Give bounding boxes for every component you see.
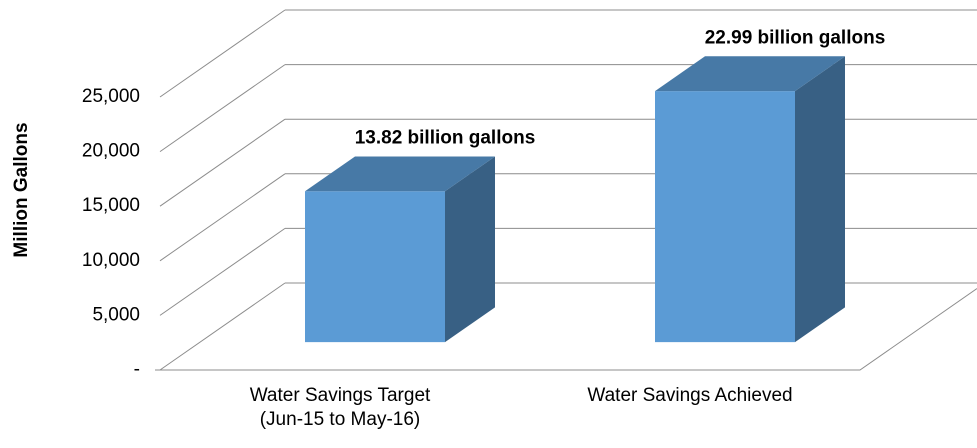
grid-line <box>159 282 286 371</box>
y-tick-label: 20,000 <box>82 141 140 162</box>
y-tick-label: 5,000 <box>92 304 140 325</box>
y-tick-label: 10,000 <box>82 250 140 271</box>
grid-line <box>159 173 286 262</box>
x-tick-label: Water Savings Target (Jun-15 to May-16) <box>249 385 431 430</box>
grid-line <box>159 118 286 207</box>
x-tick-label: Water Savings Achieved <box>587 385 793 406</box>
y-tick-label: - <box>134 359 140 380</box>
value-label: 13.82 billion gallons <box>355 127 536 148</box>
bar <box>305 156 495 343</box>
grid-line <box>159 227 286 316</box>
y-axis-label: Million Gallons <box>11 122 32 257</box>
y-tick-label: 25,000 <box>82 86 140 107</box>
bar-side <box>795 56 845 343</box>
bar <box>655 56 845 343</box>
grid-line <box>159 64 286 153</box>
value-label: 22.99 billion gallons <box>705 27 886 48</box>
grid-line <box>159 9 286 98</box>
bar-front <box>305 191 445 343</box>
floor-edge <box>160 288 977 371</box>
bar-top <box>305 156 495 192</box>
bar-front <box>655 91 795 343</box>
bar-side <box>445 156 495 343</box>
bar-top <box>655 56 845 92</box>
y-tick-label: 15,000 <box>82 195 140 216</box>
